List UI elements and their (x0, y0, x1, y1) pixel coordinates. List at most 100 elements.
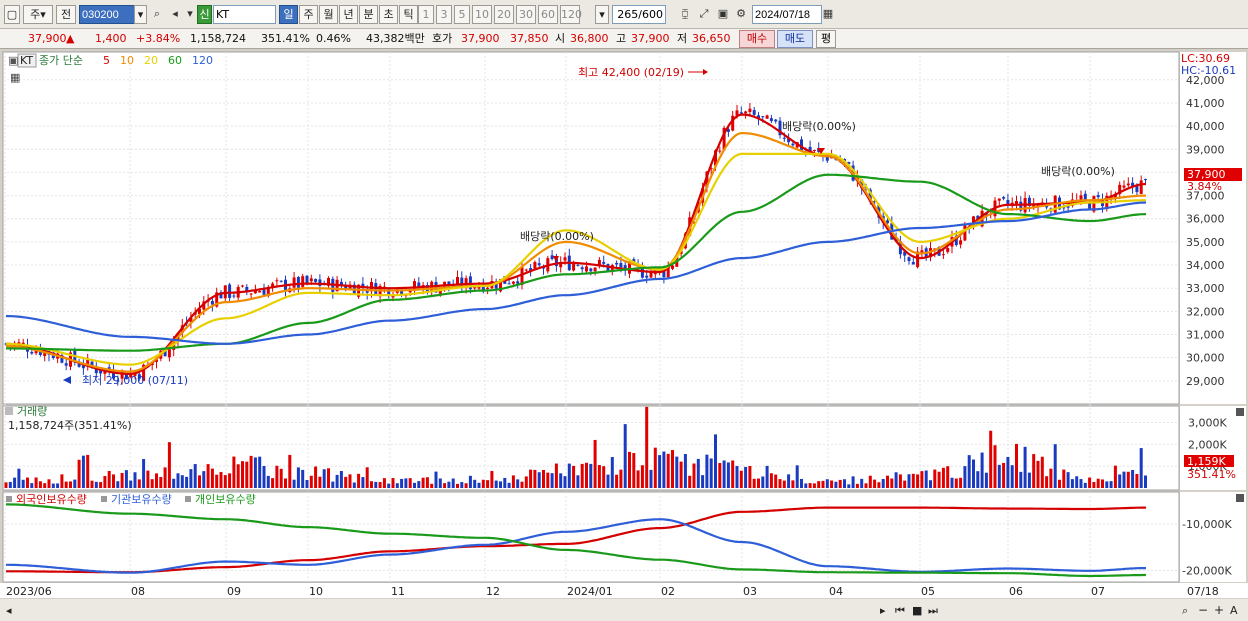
volume-bar (1058, 479, 1061, 488)
gear-icon[interactable]: ⚙ (736, 7, 746, 20)
holders-legend-1: 기관보유수량 (111, 493, 172, 506)
volume-bar (284, 478, 287, 488)
volume-bar (206, 464, 210, 488)
timeframe-button-2[interactable]: 월 (319, 5, 338, 24)
fast-forward-icon[interactable]: ⏭ (928, 604, 938, 617)
search-icon[interactable]: ⌕ (153, 7, 161, 20)
stop-icon[interactable]: ■ (912, 604, 922, 617)
holders-legend-marker (185, 496, 191, 502)
candle-body (447, 281, 451, 286)
volume-bar (223, 475, 227, 488)
window-icon[interactable]: ▢ (4, 5, 20, 24)
buy-button[interactable]: 매수 (739, 30, 775, 48)
volume-bar (443, 483, 447, 488)
interval-dropdown-icon[interactable]: ▾ (595, 5, 609, 24)
speaker-icon[interactable]: ◂ (172, 7, 178, 20)
save-icon[interactable]: ▣ (717, 7, 729, 20)
calendar-icon[interactable]: ▦ (822, 7, 834, 20)
rewind-icon[interactable]: ⏮ (895, 604, 905, 617)
scroll-left-icon[interactable]: ◂ (6, 604, 12, 617)
holders-panel-close-icon[interactable] (1236, 494, 1244, 502)
volume-bar (860, 478, 864, 488)
interval-button-30[interactable]: 30 (516, 5, 536, 24)
candle-body (275, 280, 279, 282)
candle-body (808, 146, 812, 152)
candle-body (21, 342, 25, 345)
volume-bar (155, 473, 158, 488)
volume-panel-icon[interactable] (5, 407, 13, 415)
interval-button-1[interactable]: 1 (418, 5, 434, 24)
interval-button-120[interactable]: 120 (560, 5, 582, 24)
current-pct-text: 3.84% (1187, 180, 1222, 193)
candle-settings-icon[interactable]: ⧮ (681, 7, 689, 20)
stock-code-input[interactable] (79, 5, 135, 24)
scroll-bar[interactable] (0, 599, 1248, 621)
volume-bar (997, 464, 1001, 488)
volume-bar (137, 479, 141, 488)
volume-bar (946, 466, 950, 488)
timeframe-button-4[interactable]: 분 (359, 5, 378, 24)
volume-bar (417, 481, 421, 488)
interval-button-5[interactable]: 5 (454, 5, 470, 24)
volume-bar (456, 483, 459, 488)
candle-body (920, 250, 924, 253)
zoom-in-icon[interactable]: + (1214, 603, 1224, 617)
candle-body (916, 251, 920, 268)
interval-button-20[interactable]: 20 (494, 5, 514, 24)
volume-bar (172, 478, 176, 488)
zoom-icon[interactable]: ⌕ (1182, 604, 1188, 617)
settings-small-icon[interactable]: ▣ (8, 54, 18, 67)
draw-tool-icon[interactable]: ⤢ (699, 7, 709, 20)
volume-bar (210, 468, 214, 488)
quote-bar: 37,900 ▲ 1,400 +3.84% 1,158,724 351.41% … (0, 29, 1248, 49)
date-label: 02 (661, 585, 675, 598)
ma-legend-120: 120 (192, 54, 213, 67)
timeframe-button-0[interactable]: 일 (279, 5, 298, 24)
timeframe-button-3[interactable]: 년 (339, 5, 358, 24)
prev-button[interactable]: 전 (56, 5, 76, 24)
scroll-right-icon[interactable]: ▸ (880, 604, 886, 617)
period-select[interactable]: 주▾ (23, 5, 53, 24)
interval-button-60[interactable]: 60 (538, 5, 558, 24)
font-size-icon[interactable]: A (1230, 604, 1238, 617)
timeframe-button-1[interactable]: 주 (299, 5, 318, 24)
candle-body (1122, 185, 1126, 188)
candle-body (1088, 201, 1092, 210)
eval-button[interactable]: 평 (816, 30, 836, 48)
stock-chart[interactable]: 29,000 30,000 31,000 32,000 33,000 34,000 35,0… (0, 50, 1248, 621)
candle-body (868, 189, 872, 202)
volume-bar (731, 460, 735, 488)
candle-body (241, 285, 244, 287)
table-icon[interactable]: ▦ (10, 71, 20, 84)
volume-panel-close-icon[interactable] (1236, 408, 1244, 416)
volume-ratio: 351.41% (261, 32, 310, 45)
timeframe-button-5[interactable]: 초 (379, 5, 398, 24)
candle-body (210, 300, 214, 305)
timeframe-button-6[interactable]: 틱 (399, 5, 418, 24)
date-input[interactable] (752, 5, 822, 24)
volume-bar (524, 476, 528, 488)
volume-bar (494, 480, 498, 488)
volume-bar (804, 483, 808, 488)
candle-body (90, 361, 94, 367)
candle-body (94, 366, 98, 374)
volume-bar (258, 456, 262, 488)
volume-bar (1049, 468, 1053, 488)
zoom-out-icon[interactable]: − (1198, 603, 1208, 617)
date-axis (0, 583, 1248, 598)
volume-bar (821, 480, 825, 488)
data-count-field[interactable]: 265/600 (612, 5, 666, 24)
sell-button[interactable]: 매도 (777, 30, 813, 48)
volume-bar (554, 463, 558, 488)
candle-body (516, 281, 520, 284)
interval-button-3[interactable]: 3 (436, 5, 452, 24)
volume-bar (94, 481, 98, 488)
volume-bar (1053, 444, 1057, 488)
chevron-down-icon[interactable]: ▾ (187, 7, 193, 20)
code-dropdown-icon[interactable]: ▾ (134, 5, 147, 24)
interval-button-10[interactable]: 10 (472, 5, 492, 24)
candle-body (296, 276, 300, 288)
candle-body (984, 212, 988, 217)
stock-name-field[interactable]: KT (213, 5, 276, 24)
volume-bar (1027, 472, 1031, 488)
